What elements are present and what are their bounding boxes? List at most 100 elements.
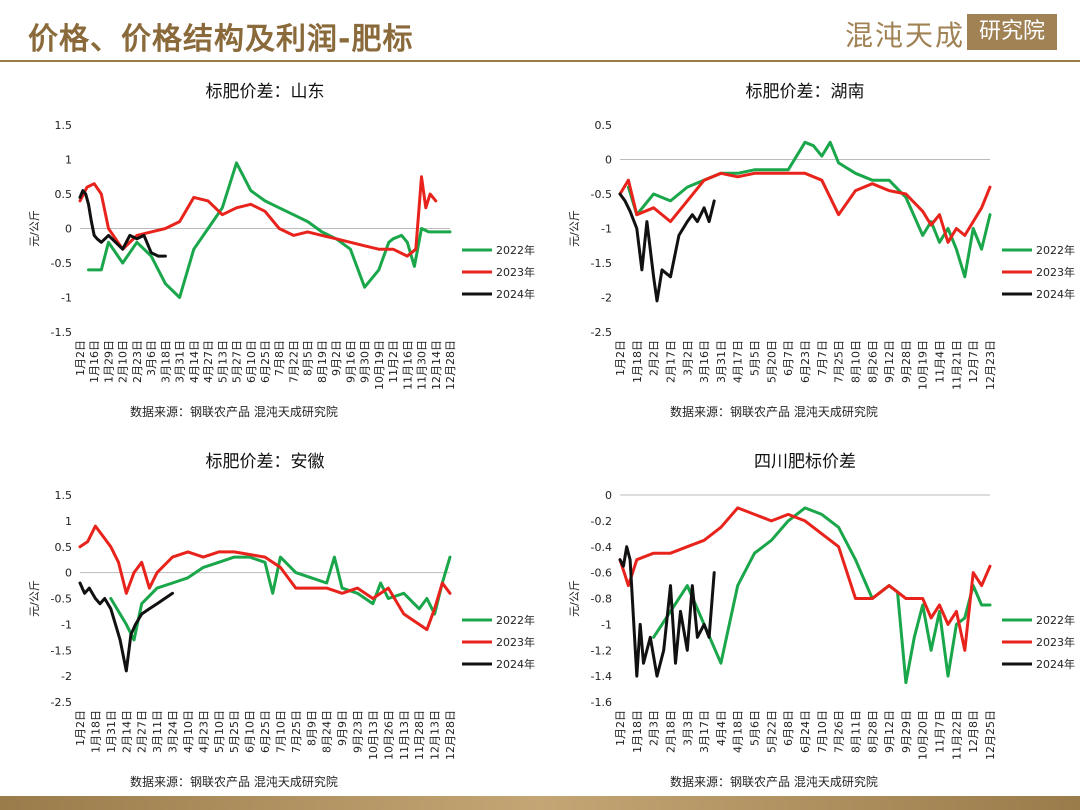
x-tick-label: 2月2日: [648, 340, 661, 376]
y-tick-label: -0.8: [591, 593, 612, 606]
x-tick-label: 9月23日: [352, 710, 365, 753]
y-tick-label: -1.2: [591, 644, 612, 657]
x-tick-label: 9月12日: [883, 340, 896, 383]
x-tick-label: 7月10日: [274, 710, 287, 753]
x-tick-label: 3月24日: [167, 710, 180, 753]
x-tick-label: 5月27日: [231, 340, 244, 383]
y-tick-label: 1.5: [55, 119, 73, 132]
legend-label: 2023年: [1036, 265, 1075, 279]
data-source-note: 数据来源：钢联农产品 混沌天成研究院: [130, 774, 338, 789]
y-tick-label: 0.5: [55, 541, 73, 554]
x-tick-label: 1月18日: [89, 710, 102, 753]
x-tick-label: 3月11日: [151, 710, 164, 753]
y-axis-label: 元/公斤: [568, 580, 581, 617]
y-tick-label: 0: [65, 567, 72, 580]
x-tick-label: 6月25日: [259, 710, 272, 753]
series-line-2023: [78, 524, 452, 632]
page-title: 价格、价格结构及利润-肥标: [28, 22, 414, 57]
y-axis-label: 元/公斤: [568, 210, 581, 247]
x-tick-label: 11月16日: [401, 340, 414, 390]
x-tick-label: 1月18日: [631, 710, 644, 753]
series-line-2023: [618, 171, 992, 244]
data-source-note: 数据来源：钢联农产品 混沌天成研究院: [670, 404, 878, 419]
y-tick-label: -0.4: [591, 541, 612, 554]
y-tick-label: -1.5: [51, 644, 72, 657]
x-tick-label: 2月17日: [664, 340, 677, 383]
x-tick-label: 6月24日: [799, 710, 812, 753]
x-tick-label: 2月23日: [131, 340, 144, 383]
x-tick-label: 6月23日: [799, 340, 812, 383]
x-tick-label: 8月5日: [302, 340, 315, 376]
legend-label: 2024年: [1036, 657, 1075, 671]
x-tick-label: 11月2日: [387, 340, 400, 383]
x-tick-label: 10月19日: [373, 340, 386, 390]
x-tick-label: 10月20日: [917, 710, 930, 760]
legend-label: 2024年: [496, 657, 535, 671]
x-tick-label: 10月26日: [382, 710, 395, 760]
x-tick-label: 6月7日: [782, 340, 795, 376]
y-tick-label: 1: [65, 515, 72, 528]
legend-label: 2023年: [496, 265, 535, 279]
y-tick-label: -1: [601, 223, 612, 236]
x-tick-label: 6月25日: [259, 340, 272, 383]
x-tick-label: 8月11日: [849, 710, 862, 753]
brand-seal: 研究院: [967, 14, 1057, 50]
x-tick-label: 1月2日: [614, 340, 627, 376]
legend-label: 2022年: [1036, 243, 1075, 257]
x-tick-label: 7月10日: [816, 710, 829, 753]
x-tick-label: 12月28日: [444, 710, 457, 760]
x-tick-label: 8月28日: [866, 710, 879, 753]
data-source-note: 数据来源：钢联农产品 混沌天成研究院: [670, 774, 878, 789]
x-tick-label: 5月5日: [749, 340, 762, 376]
page-header: 价格、价格结构及利润-肥标 混沌天成 研究院: [0, 0, 1080, 64]
legend-label: 2022年: [496, 243, 535, 257]
chart-title: 标肥价差：山东: [206, 82, 325, 102]
x-tick-label: 3月6日: [145, 340, 158, 376]
x-tick-label: 4月18日: [732, 710, 745, 753]
x-tick-label: 1月16日: [88, 340, 101, 383]
y-tick-label: 0.5: [595, 119, 613, 132]
x-tick-label: 3月2日: [681, 340, 694, 376]
y-tick-label: 0: [605, 154, 612, 167]
chart-panel-sichuan: 四川肥标价差 元/公斤 0 -0.2 -0.4 -0.6 -0.8 -1 -1.2 -1.4 -1.…: [540, 440, 1080, 800]
chart-panel-anhui: 标肥价差：安徽 元/公斤 1.5 1 0.5 0 -0.5 -1 -1.5 -2 -2.5 1月2日 1…: [0, 440, 540, 800]
series-line-2024: [78, 581, 174, 673]
x-tick-label: 8月24日: [321, 710, 334, 753]
x-tick-label: 3月18日: [159, 340, 172, 383]
y-tick-label: -0.5: [51, 257, 72, 270]
x-tick-label: 3月31日: [174, 340, 187, 383]
x-tick-label: 11月22日: [950, 710, 963, 760]
x-tick-label: 9月29日: [900, 710, 913, 753]
x-tick-label: 1月2日: [74, 340, 87, 376]
x-tick-label: 5月10日: [213, 710, 226, 753]
x-tick-label: 11月7日: [934, 710, 947, 753]
x-tick-label: 3月31日: [715, 340, 728, 383]
x-tick-label: 10月19日: [917, 340, 930, 390]
x-tick-label: 5月22日: [765, 710, 778, 753]
x-tick-label: 4月27日: [202, 340, 215, 383]
y-tick-label: 0: [65, 223, 72, 236]
brand-logo: 混沌天成 研究院: [845, 14, 1057, 52]
y-tick-label: -0.5: [591, 188, 612, 201]
x-tick-label: 8月9日: [305, 710, 318, 746]
series-line-2023: [78, 175, 438, 258]
x-tick-label: 5月25日: [228, 710, 241, 753]
x-tick-label: 9月9日: [336, 710, 349, 746]
x-tick-label: 2月27日: [136, 710, 149, 753]
legend-label: 2022年: [496, 613, 535, 627]
header-divider: [0, 60, 1080, 62]
x-tick-label: 6月10日: [244, 710, 257, 753]
y-tick-label: -0.6: [591, 567, 612, 580]
x-tick-label: 1月31日: [105, 710, 118, 753]
x-tick-label: 1月2日: [74, 710, 87, 746]
y-tick-label: 1: [65, 154, 72, 167]
x-tick-label: 12月7日: [967, 340, 980, 383]
x-tick-label: 7月25日: [833, 340, 846, 383]
series-line-2024: [618, 192, 716, 303]
legend-label: 2022年: [1036, 613, 1075, 627]
series-line-2022: [109, 555, 452, 642]
x-tick-label: 10月13日: [367, 710, 380, 760]
x-tick-label: 1月2日: [614, 710, 627, 746]
